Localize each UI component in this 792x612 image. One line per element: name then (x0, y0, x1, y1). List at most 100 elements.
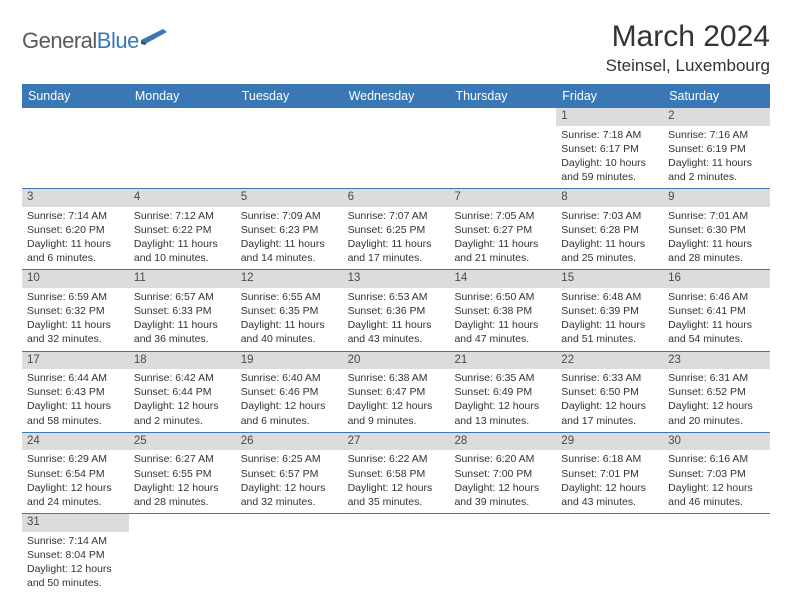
sunset-text: Sunset: 6:46 PM (241, 385, 338, 399)
daylight-text: Daylight: 12 hours and 2 minutes. (134, 399, 231, 427)
day-body: Sunrise: 6:57 AMSunset: 6:33 PMDaylight:… (129, 288, 236, 351)
week-row: 17Sunrise: 6:44 AMSunset: 6:43 PMDayligh… (22, 352, 770, 433)
daylight-text: Daylight: 11 hours and 36 minutes. (134, 318, 231, 346)
daylight-text: Daylight: 11 hours and 51 minutes. (561, 318, 658, 346)
sunset-text: Sunset: 6:38 PM (454, 304, 551, 318)
sunset-text: Sunset: 6:30 PM (668, 223, 765, 237)
daylight-text: Daylight: 12 hours and 20 minutes. (668, 399, 765, 427)
sunrise-text: Sunrise: 6:18 AM (561, 452, 658, 466)
daylight-text: Daylight: 12 hours and 43 minutes. (561, 481, 658, 509)
day-cell: 20Sunrise: 6:38 AMSunset: 6:47 PMDayligh… (343, 352, 450, 432)
sunset-text: Sunset: 6:35 PM (241, 304, 338, 318)
daylight-text: Daylight: 12 hours and 6 minutes. (241, 399, 338, 427)
day-number: 17 (22, 352, 129, 370)
daylight-text: Daylight: 11 hours and 10 minutes. (134, 237, 231, 265)
daylight-text: Daylight: 11 hours and 40 minutes. (241, 318, 338, 346)
empty-day-cell (129, 108, 236, 188)
day-body: Sunrise: 7:14 AMSunset: 6:20 PMDaylight:… (22, 207, 129, 270)
day-body: Sunrise: 6:20 AMSunset: 7:00 PMDaylight:… (449, 450, 556, 513)
day-body: Sunrise: 6:44 AMSunset: 6:43 PMDaylight:… (22, 369, 129, 432)
header: GeneralBlue March 2024 Steinsel, Luxembo… (22, 20, 770, 76)
weekday-header: Sunday (22, 84, 129, 108)
weeks-container: 1Sunrise: 7:18 AMSunset: 6:17 PMDaylight… (22, 108, 770, 594)
sunset-text: Sunset: 6:55 PM (134, 467, 231, 481)
sunrise-text: Sunrise: 6:35 AM (454, 371, 551, 385)
day-cell: 5Sunrise: 7:09 AMSunset: 6:23 PMDaylight… (236, 189, 343, 269)
sunrise-text: Sunrise: 6:16 AM (668, 452, 765, 466)
day-cell: 30Sunrise: 6:16 AMSunset: 7:03 PMDayligh… (663, 433, 770, 513)
sunrise-text: Sunrise: 6:27 AM (134, 452, 231, 466)
day-body: Sunrise: 6:29 AMSunset: 6:54 PMDaylight:… (22, 450, 129, 513)
sunset-text: Sunset: 6:33 PM (134, 304, 231, 318)
sunrise-text: Sunrise: 7:09 AM (241, 209, 338, 223)
day-body: Sunrise: 7:16 AMSunset: 6:19 PMDaylight:… (663, 126, 770, 189)
sunrise-text: Sunrise: 6:55 AM (241, 290, 338, 304)
sunset-text: Sunset: 6:22 PM (134, 223, 231, 237)
sunrise-text: Sunrise: 6:44 AM (27, 371, 124, 385)
sunrise-text: Sunrise: 6:42 AM (134, 371, 231, 385)
empty-day-cell (129, 514, 236, 594)
daylight-text: Daylight: 11 hours and 54 minutes. (668, 318, 765, 346)
empty-day-cell (236, 514, 343, 594)
daylight-text: Daylight: 11 hours and 17 minutes. (348, 237, 445, 265)
daylight-text: Daylight: 12 hours and 50 minutes. (27, 562, 124, 590)
day-body: Sunrise: 6:40 AMSunset: 6:46 PMDaylight:… (236, 369, 343, 432)
title-block: March 2024 Steinsel, Luxembourg (606, 20, 770, 76)
daylight-text: Daylight: 11 hours and 14 minutes. (241, 237, 338, 265)
daylight-text: Daylight: 12 hours and 35 minutes. (348, 481, 445, 509)
sunrise-text: Sunrise: 6:20 AM (454, 452, 551, 466)
daylight-text: Daylight: 11 hours and 28 minutes. (668, 237, 765, 265)
day-body: Sunrise: 6:16 AMSunset: 7:03 PMDaylight:… (663, 450, 770, 513)
sunset-text: Sunset: 6:28 PM (561, 223, 658, 237)
day-number: 29 (556, 433, 663, 451)
day-number: 7 (449, 189, 556, 207)
daylight-text: Daylight: 11 hours and 43 minutes. (348, 318, 445, 346)
day-cell: 17Sunrise: 6:44 AMSunset: 6:43 PMDayligh… (22, 352, 129, 432)
sunrise-text: Sunrise: 7:05 AM (454, 209, 551, 223)
day-number: 2 (663, 108, 770, 126)
sunset-text: Sunset: 6:27 PM (454, 223, 551, 237)
day-body: Sunrise: 6:53 AMSunset: 6:36 PMDaylight:… (343, 288, 450, 351)
day-number: 15 (556, 270, 663, 288)
sunset-text: Sunset: 6:49 PM (454, 385, 551, 399)
logo: GeneralBlue (22, 28, 167, 54)
day-number: 28 (449, 433, 556, 451)
daylight-text: Daylight: 11 hours and 32 minutes. (27, 318, 124, 346)
day-number: 12 (236, 270, 343, 288)
day-number: 16 (663, 270, 770, 288)
daylight-text: Daylight: 12 hours and 32 minutes. (241, 481, 338, 509)
day-number: 27 (343, 433, 450, 451)
sunrise-text: Sunrise: 6:40 AM (241, 371, 338, 385)
sunrise-text: Sunrise: 6:38 AM (348, 371, 445, 385)
week-row: 24Sunrise: 6:29 AMSunset: 6:54 PMDayligh… (22, 433, 770, 514)
day-body: Sunrise: 6:18 AMSunset: 7:01 PMDaylight:… (556, 450, 663, 513)
empty-day-cell (449, 108, 556, 188)
sunset-text: Sunset: 7:03 PM (668, 467, 765, 481)
sunset-text: Sunset: 6:54 PM (27, 467, 124, 481)
sunrise-text: Sunrise: 6:22 AM (348, 452, 445, 466)
day-body: Sunrise: 7:12 AMSunset: 6:22 PMDaylight:… (129, 207, 236, 270)
sunrise-text: Sunrise: 6:59 AM (27, 290, 124, 304)
day-number: 21 (449, 352, 556, 370)
location: Steinsel, Luxembourg (606, 56, 770, 76)
day-cell: 27Sunrise: 6:22 AMSunset: 6:58 PMDayligh… (343, 433, 450, 513)
sunset-text: Sunset: 6:19 PM (668, 142, 765, 156)
day-number: 23 (663, 352, 770, 370)
day-number: 1 (556, 108, 663, 126)
daylight-text: Daylight: 12 hours and 24 minutes. (27, 481, 124, 509)
day-body: Sunrise: 7:05 AMSunset: 6:27 PMDaylight:… (449, 207, 556, 270)
day-cell: 13Sunrise: 6:53 AMSunset: 6:36 PMDayligh… (343, 270, 450, 350)
logo-flag-icon (141, 29, 167, 50)
sunrise-text: Sunrise: 7:01 AM (668, 209, 765, 223)
sunrise-text: Sunrise: 6:33 AM (561, 371, 658, 385)
day-cell: 6Sunrise: 7:07 AMSunset: 6:25 PMDaylight… (343, 189, 450, 269)
day-cell: 14Sunrise: 6:50 AMSunset: 6:38 PMDayligh… (449, 270, 556, 350)
daylight-text: Daylight: 12 hours and 13 minutes. (454, 399, 551, 427)
empty-day-cell (449, 514, 556, 594)
sunset-text: Sunset: 6:25 PM (348, 223, 445, 237)
daylight-text: Daylight: 12 hours and 46 minutes. (668, 481, 765, 509)
sunset-text: Sunset: 8:04 PM (27, 548, 124, 562)
day-cell: 16Sunrise: 6:46 AMSunset: 6:41 PMDayligh… (663, 270, 770, 350)
week-row: 1Sunrise: 7:18 AMSunset: 6:17 PMDaylight… (22, 108, 770, 189)
day-cell: 9Sunrise: 7:01 AMSunset: 6:30 PMDaylight… (663, 189, 770, 269)
